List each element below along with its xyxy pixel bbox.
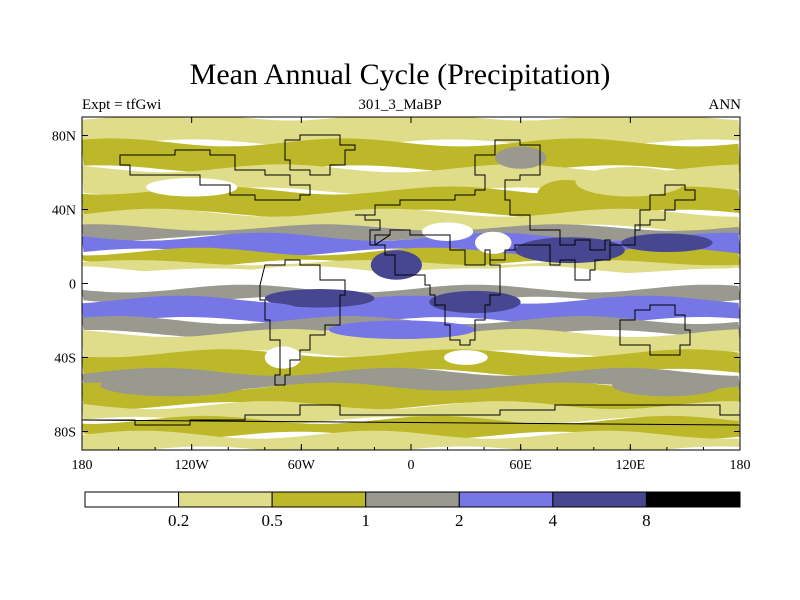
x-tick-label: 120W: [175, 458, 210, 473]
precip-patch: [264, 346, 302, 369]
precip-patch: [100, 374, 247, 397]
colorbar-label: 1: [361, 511, 370, 530]
precip-band: [82, 415, 740, 440]
colorbar-swatch: [645, 491, 741, 508]
precip-patch: [515, 237, 625, 264]
colorbar-swatch: [84, 491, 180, 508]
precip-patch: [209, 302, 302, 321]
precip-patch: [429, 290, 521, 314]
y-tick-label: 40N: [52, 204, 76, 219]
continent-outline: [373, 229, 501, 346]
precip-patch: [575, 166, 686, 197]
colorbar-swatch: [178, 491, 273, 508]
y-tick-label: 0: [69, 278, 76, 293]
subtitle-run: 301_3_MaBP: [358, 97, 442, 113]
precip-patch: [421, 222, 474, 241]
colorbar-swatch: [365, 491, 460, 508]
x-tick-label: 180: [72, 458, 93, 473]
precip-band: [82, 430, 740, 450]
precip-patch: [495, 146, 547, 169]
continent-outline: [619, 304, 691, 356]
x-tick-label: 60W: [288, 458, 316, 473]
colorbar: 0.2 0.5 1 2 4 8: [84, 491, 741, 530]
chart-title: Mean Annual Cycle (Precipitation): [189, 58, 611, 91]
x-axis: 180 120W 60W 0 60E 120E 180: [72, 117, 751, 473]
precip-patch: [612, 374, 722, 397]
colorbar-swatch: [271, 491, 367, 508]
precip-patches: [100, 146, 722, 397]
colorbar-swatch: [458, 491, 554, 508]
subtitle-season: ANN: [708, 97, 742, 113]
precip-patch: [145, 178, 238, 197]
precip-patch: [621, 233, 713, 253]
colorbar-label: 0.5: [262, 511, 283, 530]
precip-band: [82, 208, 740, 233]
precip-band: [82, 367, 740, 392]
y-tick-label: 80S: [54, 426, 76, 441]
x-tick-label: 60E: [509, 458, 532, 473]
continent-outline: [119, 149, 311, 201]
colorbar-label: 0.2: [168, 511, 189, 530]
precip-patch: [370, 250, 422, 280]
colorbar-swatch: [552, 491, 647, 508]
continent-outline: [82, 404, 740, 426]
y-axis: 80N 40N 0 40S 80S: [52, 130, 740, 441]
precip-patch: [264, 289, 375, 308]
colorbar-label: 4: [549, 511, 558, 530]
continent-outline: [284, 134, 356, 176]
precip-patch: [474, 231, 512, 254]
continent-outline: [259, 259, 346, 386]
colorbar-label: 8: [642, 511, 651, 530]
precip-patch: [328, 320, 475, 339]
x-tick-label: 180: [730, 458, 751, 473]
x-tick-label: 0: [408, 458, 415, 473]
colorbar-label: 2: [455, 511, 464, 530]
continent-outlines: [82, 134, 740, 426]
y-tick-label: 80N: [52, 130, 76, 145]
subtitle-experiment: Expt = tfGwi: [82, 97, 162, 113]
precip-patch: [443, 350, 488, 365]
y-tick-label: 40S: [54, 352, 76, 367]
precip-field: [82, 117, 740, 450]
x-tick-label: 120E: [616, 458, 646, 473]
